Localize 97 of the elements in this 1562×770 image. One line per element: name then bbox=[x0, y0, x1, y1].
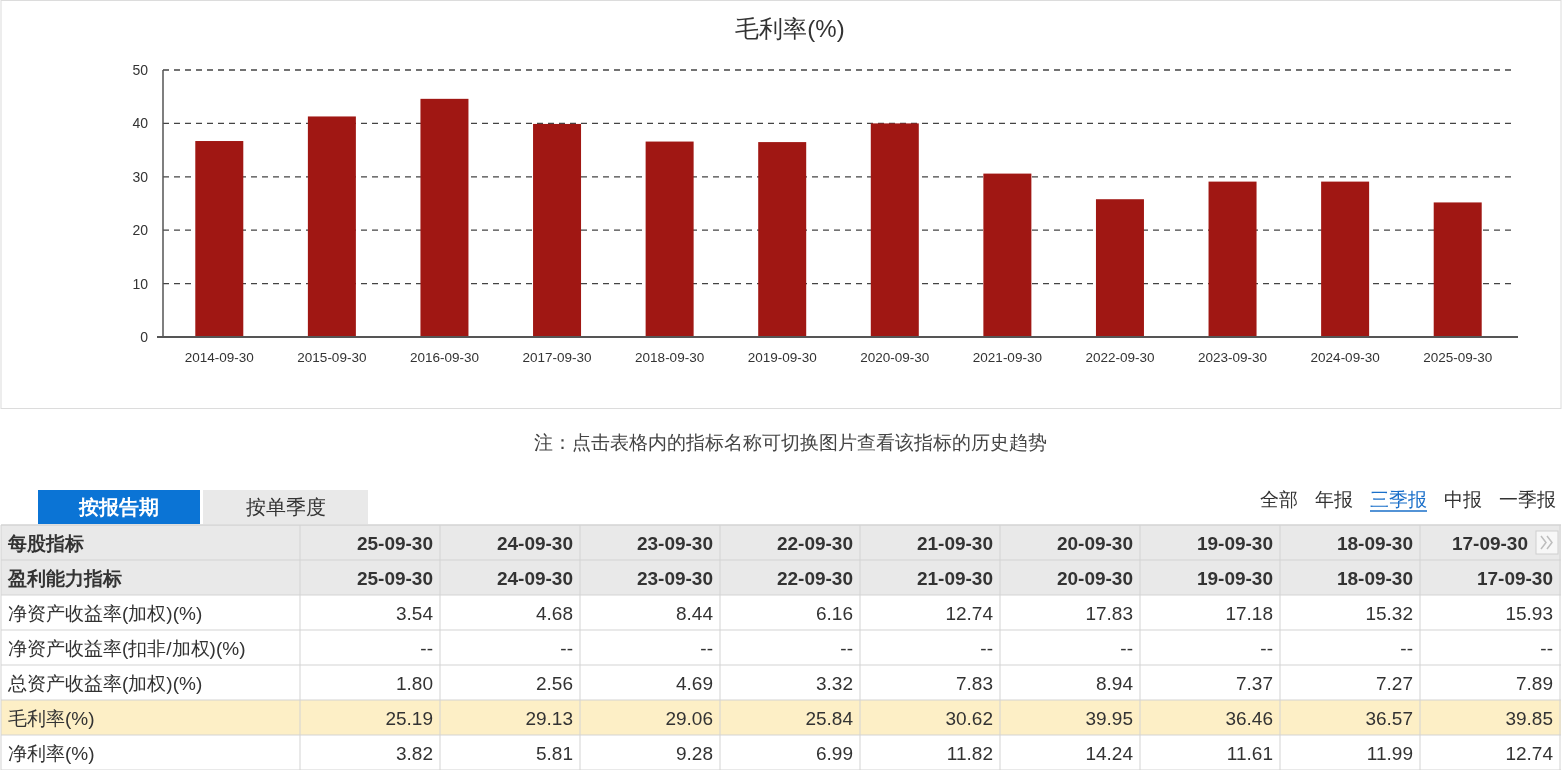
text: 1.80 bbox=[396, 673, 433, 694]
text: 3.82 bbox=[396, 743, 433, 764]
text: 29.13 bbox=[525, 708, 573, 729]
text: 25-09-30 bbox=[356, 568, 433, 589]
text: 18-09-30 bbox=[1336, 568, 1413, 589]
text: 14.24 bbox=[1085, 743, 1133, 764]
category-label: 净利率(%) bbox=[8, 743, 95, 764]
x-tick-label: 2017-09-30 bbox=[522, 350, 592, 365]
category-label: 25-09-30 bbox=[356, 533, 433, 554]
y-tick-label: 40 bbox=[132, 115, 149, 132]
text: 9.28 bbox=[676, 743, 713, 764]
y-tick-label: 50 bbox=[132, 62, 149, 78]
text: 每股指标 bbox=[7, 533, 84, 554]
text: -- bbox=[700, 638, 713, 659]
text: -- bbox=[980, 638, 993, 659]
text: 17-09-30 bbox=[1476, 568, 1553, 589]
text: 24-09-30 bbox=[496, 568, 573, 589]
text: 39.95 bbox=[1085, 708, 1133, 729]
text: -- bbox=[1120, 638, 1133, 659]
category-label: 21-09-30 bbox=[916, 533, 993, 554]
text: 17.18 bbox=[1225, 603, 1273, 624]
text: -- bbox=[560, 638, 573, 659]
text: 22-09-30 bbox=[776, 568, 853, 589]
y-tick-label: 30 bbox=[132, 168, 149, 185]
x-tick-label: 2022-09-30 bbox=[1085, 350, 1155, 365]
category-label: 17-09-30 bbox=[1451, 533, 1528, 554]
text: 29.06 bbox=[665, 708, 713, 729]
text: 21-09-30 bbox=[916, 568, 993, 589]
x-tick-label: 2019-09-30 bbox=[747, 350, 817, 365]
y-tick-label: 10 bbox=[132, 275, 149, 292]
text: 按报告期 bbox=[78, 496, 159, 518]
category-label: 总资产收益率(加权)(%) bbox=[8, 673, 203, 694]
category-label: 盈利能力指标 bbox=[8, 568, 122, 589]
x-tick-label: 2015-09-30 bbox=[297, 350, 367, 365]
text: -- bbox=[1400, 638, 1413, 659]
category-label: 18-09-30 bbox=[1336, 533, 1413, 554]
text: 36.46 bbox=[1225, 708, 1273, 729]
text: -- bbox=[1540, 638, 1553, 659]
text: 5.81 bbox=[536, 743, 573, 764]
text: 36.57 bbox=[1365, 708, 1413, 729]
text: 15.93 bbox=[1505, 603, 1553, 624]
text: 4.69 bbox=[676, 673, 713, 694]
text: 2.56 bbox=[536, 673, 573, 694]
x-tick-label: 2020-09-30 bbox=[860, 350, 930, 365]
x-tick-label: 2016-09-30 bbox=[409, 350, 479, 365]
text: -- bbox=[420, 638, 433, 659]
text: 12.74 bbox=[945, 603, 993, 624]
text: 7.27 bbox=[1376, 673, 1413, 694]
text: 三季报 bbox=[1370, 489, 1427, 510]
category-label: 23-09-30 bbox=[636, 533, 713, 554]
text: 39.85 bbox=[1505, 708, 1553, 729]
text: -- bbox=[1260, 638, 1273, 659]
x-tick-label: 2023-09-30 bbox=[1198, 350, 1268, 365]
text: 25.84 bbox=[805, 708, 853, 729]
text: 6.16 bbox=[816, 603, 853, 624]
x-tick-label: 2018-09-30 bbox=[635, 350, 705, 365]
text: -- bbox=[840, 638, 853, 659]
y-tick-label: 0 bbox=[140, 329, 149, 345]
category-label: 22-09-30 bbox=[776, 533, 853, 554]
x-tick-label: 2025-09-30 bbox=[1423, 350, 1493, 365]
category-label: 净资产收益率(扣非/加权)(%) bbox=[8, 638, 246, 659]
text: 11.61 bbox=[1226, 743, 1273, 764]
x-tick-label: 2014-09-30 bbox=[184, 350, 254, 365]
category-label: 毛利率(%) bbox=[8, 708, 95, 729]
text: 7.89 bbox=[1516, 673, 1553, 694]
category-label: 19-09-30 bbox=[1196, 533, 1273, 554]
text: 中报 bbox=[1444, 489, 1482, 510]
text: 23-09-30 bbox=[636, 568, 713, 589]
y-tick-label: 20 bbox=[132, 222, 149, 239]
text: 30.62 bbox=[945, 708, 993, 729]
text: 20-09-30 bbox=[1056, 568, 1133, 589]
x-tick-label: 2021-09-30 bbox=[972, 350, 1042, 365]
text: 12.74 bbox=[1505, 743, 1553, 764]
text: 年报 bbox=[1315, 489, 1353, 510]
text: 15.32 bbox=[1365, 603, 1413, 624]
text: 11.82 bbox=[946, 743, 993, 764]
text: 按单季度 bbox=[245, 496, 326, 518]
category-label: 24-09-30 bbox=[496, 533, 573, 554]
text: 8.94 bbox=[1096, 673, 1133, 694]
text: 一季报 bbox=[1499, 489, 1556, 510]
text: 11.99 bbox=[1366, 743, 1413, 764]
text: 全部 bbox=[1260, 489, 1298, 510]
text: 19-09-30 bbox=[1196, 568, 1273, 589]
category-label: 20-09-30 bbox=[1056, 533, 1133, 554]
text: 8.44 bbox=[676, 603, 713, 624]
text: 3.32 bbox=[816, 673, 853, 694]
chart-title: 毛利率(%) bbox=[735, 15, 845, 42]
text: 注：点击表格内的指标名称可切换图片查看该指标的历史趋势 bbox=[533, 432, 1047, 453]
category-label: 净资产收益率(加权)(%) bbox=[8, 603, 203, 624]
text: 7.83 bbox=[956, 673, 993, 694]
text: 4.68 bbox=[536, 603, 573, 624]
text: 25.19 bbox=[385, 708, 433, 729]
text: 6.99 bbox=[816, 743, 853, 764]
text: 7.37 bbox=[1236, 673, 1273, 694]
x-tick-label: 2024-09-30 bbox=[1310, 350, 1380, 365]
text: 17.83 bbox=[1085, 603, 1133, 624]
text: 3.54 bbox=[396, 603, 433, 624]
